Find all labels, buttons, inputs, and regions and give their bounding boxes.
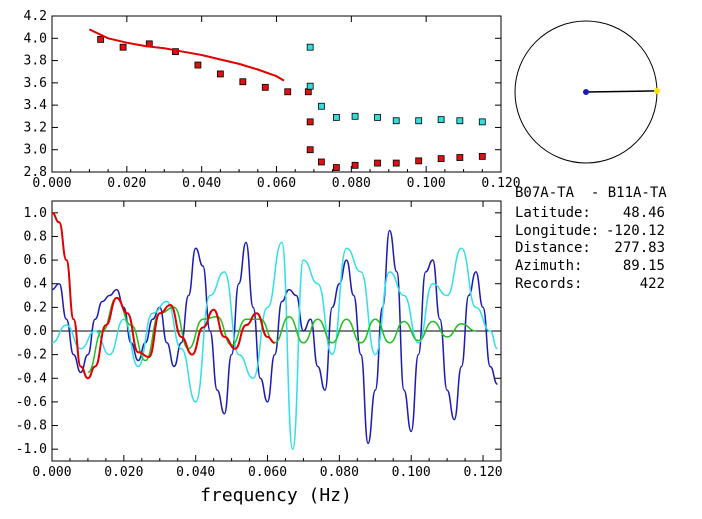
top-data-point-square-cyan [306, 43, 314, 51]
top-x-tick-label: 0.120 [481, 176, 520, 191]
top-y-tick-label: 3.6 [24, 76, 47, 91]
top-data-point-square-red [332, 164, 340, 171]
top-data-point-square-red [317, 158, 325, 166]
longitude-value: -120.12 [606, 223, 665, 239]
top-x-tick-label: 0.000 [32, 176, 71, 191]
top-chart-frame [51, 15, 502, 173]
bottom-y-tick-label: 1.0 [24, 206, 47, 221]
top-x-ticks: 0.000 0.020 0.040 0.060 0.080 0.100 0.120 [32, 16, 521, 191]
top-data-point-square-red [119, 43, 127, 51]
distance-value: 277.83 [614, 240, 665, 256]
top-chart: 0.000 0.020 0.040 0.060 0.080 0.100 0.120 2.8 3… [24, 9, 521, 191]
top-data-point-square-cyan [317, 102, 325, 110]
bottom-series-blue [51, 229, 498, 445]
bottom-series-red [51, 211, 275, 380]
bottom-series-green [87, 297, 476, 374]
bottom-series [51, 211, 498, 450]
bottom-x-tick-label: 0.080 [320, 465, 359, 480]
bottom-x-tick-label: 0.040 [176, 465, 215, 480]
top-data-point-square-cyan [374, 114, 381, 121]
top-data-point-square-cyan [415, 117, 423, 125]
top-data-point-square-red [97, 36, 105, 43]
bottom-x-tick-label: 0.020 [104, 465, 143, 480]
bottom-y-tick-label: 0.2 [24, 300, 47, 315]
bottom-x-tick-label: 0.000 [32, 465, 71, 480]
top-data-point-square-red [478, 152, 486, 160]
bottom-y-ticks: -1.0 -0.8 -0.6 -0.4 -0.2 0.0 0.2 0.4 0.6 0.8 1.0 [16, 206, 501, 457]
bottom-x-tick-label: 0.060 [248, 465, 287, 480]
target-station-dot [654, 87, 660, 94]
top-data-point-square-red [392, 159, 400, 167]
top-fit-line [88, 28, 285, 82]
top-y-tick-label: 4.0 [24, 31, 47, 46]
top-data-point-square-cyan [456, 117, 464, 125]
top-y-tick-label: 2.8 [24, 165, 47, 180]
top-data-point-square-red [437, 155, 445, 163]
station-info: B07A-TA - B11A-TA Latitude: 48.46 Longit… [515, 185, 667, 292]
top-data-point-square-red [304, 88, 312, 96]
top-data-point-square-red [194, 61, 202, 69]
top-data-point-square-red [415, 157, 423, 165]
top-data-point-square-red [239, 78, 247, 86]
latitude-value: 48.46 [623, 205, 665, 221]
bottom-x-ticks: 0.000 0.020 0.040 0.060 0.080 0.100 0.120 [32, 201, 503, 480]
top-data-point-square-red [456, 154, 464, 161]
top-y-tick-label: 3.2 [24, 120, 47, 135]
bottom-y-tick-label: -0.8 [16, 419, 47, 434]
bottom-series-cyan [51, 241, 498, 450]
bottom-y-tick-label: 0.6 [24, 253, 47, 268]
bottom-x-tick-label: 0.120 [463, 465, 502, 480]
bottom-y-tick-label: -1.0 [16, 442, 47, 457]
origin-station-dot [583, 89, 589, 95]
top-y-tick-label: 3.8 [24, 54, 47, 69]
bottom-x-tick-label: 0.100 [392, 465, 431, 480]
azimuth-value: 89.15 [623, 258, 665, 274]
top-series [88, 28, 486, 171]
bottom-y-tick-label: -0.6 [16, 395, 47, 410]
station-pair: B07A-TA - B11A-TA [515, 185, 667, 201]
top-x-tick-label: 0.080 [332, 176, 371, 191]
top-data-point-square-red [374, 159, 381, 167]
azimuth-line [585, 90, 658, 93]
top-y-tick-label: 3.4 [24, 98, 48, 113]
top-data-point-square-red [351, 161, 359, 169]
top-data-point-square-red [216, 70, 224, 78]
top-y-tick-label: 4.2 [24, 9, 47, 24]
top-y-tick-label: 3.0 [24, 143, 47, 158]
bottom-y-tick-label: 0.4 [24, 277, 48, 292]
top-x-tick-label: 0.060 [257, 176, 296, 191]
top-data-point-square-red [306, 118, 314, 126]
top-data-point-square-cyan [332, 114, 340, 121]
x-axis-label: frequency (Hz) [200, 485, 352, 506]
top-data-point-square-red [284, 88, 292, 96]
distance-label: Distance: [515, 240, 591, 256]
top-data-point-square-cyan [392, 117, 400, 125]
top-data-point-square-cyan [478, 118, 486, 126]
longitude-label: Longitude: [515, 223, 599, 239]
bottom-y-tick-label: 0.0 [24, 324, 47, 339]
top-data-point-square-red [261, 83, 269, 91]
bottom-y-tick-label: -0.2 [16, 348, 47, 363]
top-data-point-square-cyan [351, 112, 359, 120]
azimuth-label: Azimuth: [515, 258, 582, 274]
top-y-ticks: 2.8 3.0 3.2 3.4 3.6 3.8 4.0 4.2 [24, 9, 501, 180]
top-data-point-square-red [306, 146, 314, 154]
records-value: 422 [640, 276, 665, 292]
top-data-point-square-cyan [306, 82, 314, 90]
bottom-y-tick-label: 0.8 [24, 229, 47, 244]
top-x-tick-label: 0.020 [107, 176, 146, 191]
bottom-y-tick-label: -0.4 [16, 371, 47, 386]
bottom-chart: 0.000 0.020 0.040 0.060 0.080 0.100 0.120 -1.0… [16, 200, 503, 506]
latitude-label: Latitude: [515, 205, 591, 221]
top-data-point-square-cyan [437, 116, 445, 124]
azimuth-indicator [514, 20, 660, 164]
records-label: Records: [515, 276, 582, 292]
top-x-tick-label: 0.040 [182, 176, 221, 191]
top-x-tick-label: 0.100 [407, 176, 446, 191]
